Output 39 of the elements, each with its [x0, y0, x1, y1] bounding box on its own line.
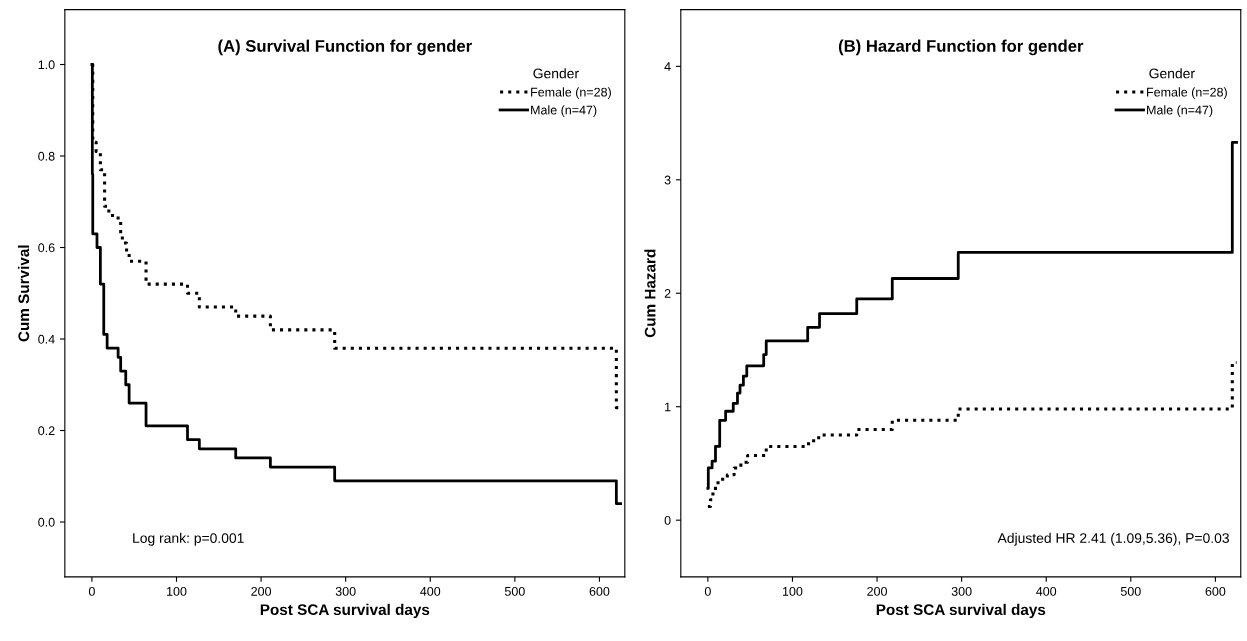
- x-tick-label: 300: [335, 586, 356, 596]
- x-tick-label: 200: [251, 586, 272, 596]
- y-tick-label: 3: [664, 175, 671, 185]
- text: (A) Survival Function for gender: [218, 39, 472, 56]
- x-tick-label: 400: [1036, 586, 1057, 596]
- y-tick-label: 0: [664, 515, 671, 525]
- y-tick-label: 0.8: [38, 151, 55, 161]
- y-tick-label: 1.0: [38, 60, 55, 70]
- y-tick-label: 1: [665, 402, 671, 412]
- y-axis-title: Cum Hazard: [644, 249, 656, 338]
- y-tick-label: 0.6: [38, 243, 55, 253]
- x-tick-label: 600: [1205, 586, 1226, 596]
- x-tick-label: 300: [951, 586, 972, 596]
- legend-label: Male (n=47): [1147, 105, 1213, 117]
- x-tick-label: 100: [782, 586, 803, 596]
- x-tick-label: 0: [88, 586, 95, 596]
- x-tick-label: 500: [504, 586, 525, 596]
- y-tick-label: 2: [664, 289, 671, 298]
- x-tick-label: 200: [867, 586, 887, 596]
- y-axis-title: Cum Survival: [17, 245, 30, 342]
- y-tick-label: 0.0: [38, 517, 55, 527]
- x-tick-label: 600: [589, 586, 610, 596]
- legend-label: Female (n=28): [531, 87, 611, 100]
- y-tick-label: 0.4: [38, 334, 55, 344]
- x-tick-label: 0: [704, 586, 711, 596]
- x-tick-label: 100: [167, 586, 187, 596]
- annotation: Log rank: p=0.001: [133, 532, 244, 546]
- legend-title: Gender: [533, 68, 579, 79]
- legend-label: Male (n=47): [531, 105, 597, 117]
- x-tick-label: 500: [1120, 586, 1141, 596]
- text: (B) Hazard Function for gender: [838, 39, 1084, 56]
- x-axis-title: Post SCA survival days: [260, 603, 430, 619]
- legend-label: Female (n=28): [1147, 87, 1227, 100]
- x-tick-label: 400: [420, 586, 441, 596]
- legend-title: Gender: [1149, 68, 1195, 79]
- x-axis-title: Post SCA survival days: [876, 603, 1046, 619]
- y-tick-label: 4: [664, 62, 671, 71]
- annotation: Adjusted HR 2.41 (1.09,5.36), P=0.03: [997, 532, 1229, 546]
- y-tick-label: 0.2: [38, 426, 55, 436]
